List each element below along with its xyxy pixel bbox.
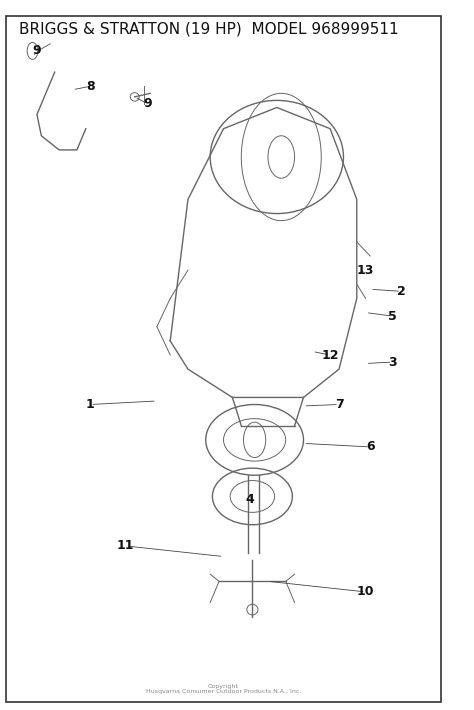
Text: BRIGGS & STRATTON (19 HP)  MODEL 968999511: BRIGGS & STRATTON (19 HP) MODEL 96899951…: [19, 21, 399, 36]
Text: 9: 9: [144, 97, 152, 111]
Text: Copyright
Husqvarna Consumer Outdoor Products N.A., Inc.: Copyright Husqvarna Consumer Outdoor Pro…: [146, 684, 301, 694]
Text: 3: 3: [388, 356, 397, 368]
Text: 8: 8: [86, 80, 94, 93]
Text: 7: 7: [335, 398, 343, 411]
Text: 13: 13: [357, 263, 374, 277]
Text: 2: 2: [397, 285, 406, 298]
Text: 5: 5: [388, 310, 397, 322]
Text: 4: 4: [246, 493, 255, 506]
Text: 6: 6: [366, 440, 374, 454]
Text: 11: 11: [117, 540, 135, 552]
Text: 12: 12: [321, 349, 339, 361]
Text: 9: 9: [33, 45, 41, 58]
Text: 10: 10: [357, 586, 374, 599]
Text: 1: 1: [86, 398, 95, 411]
